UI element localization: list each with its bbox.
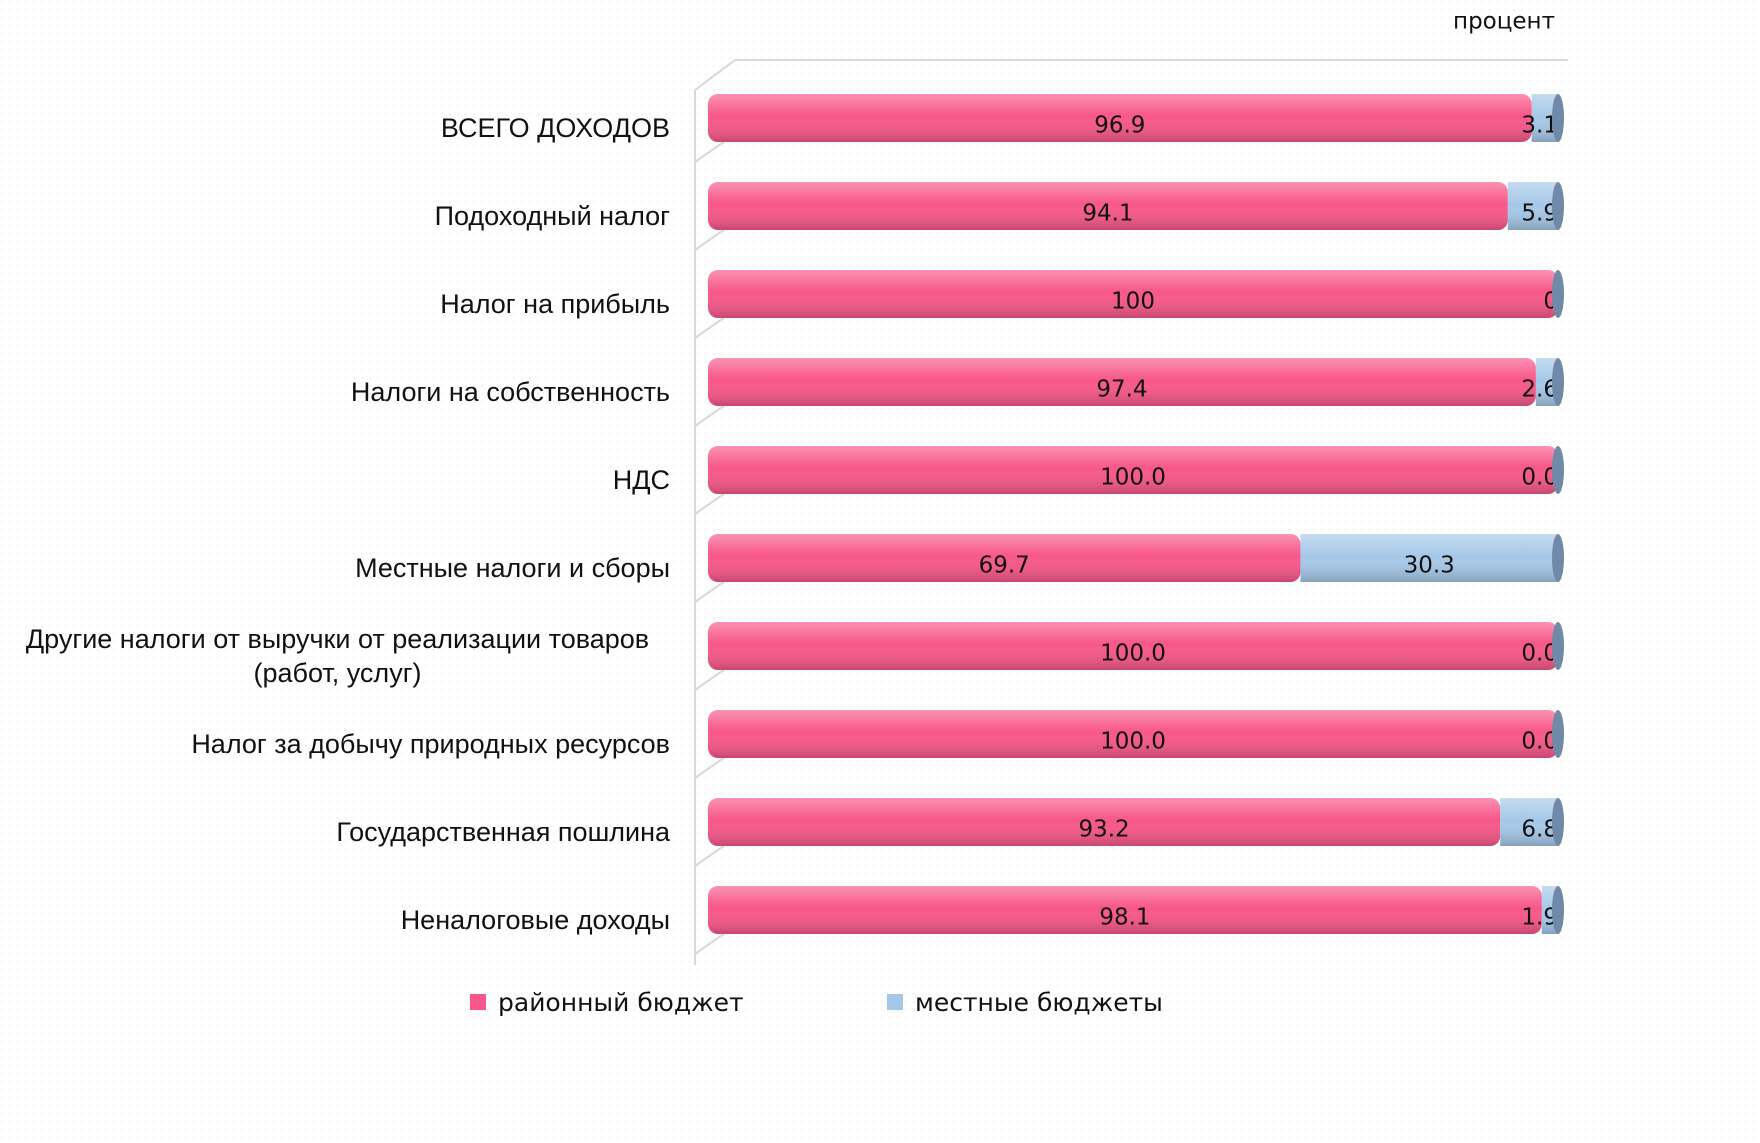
data-label: 6.8 — [1521, 817, 1558, 843]
category-label: Государственная пошлина — [5, 792, 670, 872]
legend-label: районный бюджет — [498, 988, 744, 1017]
category-text: Государственная пошлина — [336, 817, 670, 847]
bar-shade — [1300, 534, 1558, 582]
category-label: Другие налоги от выручки от реализации т… — [5, 616, 670, 696]
bar-shade — [708, 446, 1558, 494]
legend-label: местные бюджеты — [915, 988, 1163, 1017]
category-text: Налог на прибыль — [440, 289, 670, 319]
data-label: 96.9 — [1094, 113, 1145, 139]
data-label: 97.4 — [1096, 377, 1147, 403]
bar-cap — [1552, 886, 1564, 934]
data-label: 5.9 — [1521, 201, 1558, 227]
data-label: 3.1 — [1521, 113, 1558, 139]
category-text: Неналоговые доходы — [400, 905, 670, 935]
category-text: НДС — [612, 465, 670, 495]
bar-shade — [708, 798, 1501, 846]
bar-cap — [1552, 270, 1564, 318]
category-label: Подоходный налог — [5, 176, 670, 256]
bar-shade — [708, 886, 1542, 934]
data-label: 100.0 — [1100, 465, 1166, 491]
category-label: ВСЕГО ДОХОДОВ — [5, 88, 670, 168]
category-label: Местные налоги и сборы — [5, 528, 670, 608]
bar-cap — [1552, 798, 1564, 846]
bar-shade — [1535, 358, 1558, 406]
bar-shade — [1507, 182, 1558, 230]
bar-shade — [708, 622, 1558, 670]
bar-shade — [708, 710, 1558, 758]
bar-shade — [708, 358, 1536, 406]
data-label: 2.6 — [1521, 377, 1558, 403]
category-text: Подоходный налог — [434, 201, 670, 231]
category-label: Налог на прибыль — [5, 264, 670, 344]
bar-cap — [1552, 534, 1564, 582]
data-label: 100.0 — [1100, 641, 1166, 667]
data-label: 69.7 — [979, 553, 1030, 579]
bar-cap — [1552, 358, 1564, 406]
legend-swatch — [470, 994, 486, 1010]
bar-shade — [1500, 798, 1558, 846]
category-text: Местные налоги и сборы — [355, 553, 670, 583]
bar-shade — [708, 94, 1532, 142]
unit-label: процент — [1453, 9, 1555, 35]
data-label: 0.0 — [1521, 465, 1558, 491]
data-label: 1.9 — [1521, 905, 1558, 931]
data-label: 0.0 — [1521, 729, 1558, 755]
bar-shade — [708, 182, 1508, 230]
category-label: НДС — [5, 440, 670, 520]
category-label: Налоги на собственность — [5, 352, 670, 432]
category-text: Другие налоги от выручки от реализации т… — [25, 624, 650, 688]
data-label: 94.1 — [1082, 201, 1133, 227]
category-text: ВСЕГО ДОХОДОВ — [440, 113, 670, 143]
data-label: 100 — [1111, 289, 1155, 315]
bar-cap — [1552, 622, 1564, 670]
bar-shade — [708, 270, 1558, 318]
category-text: Налог за добычу природных ресурсов — [191, 729, 670, 759]
bar-cap — [1552, 182, 1564, 230]
data-label: 100.0 — [1100, 729, 1166, 755]
bar-cap — [1552, 94, 1564, 142]
legend-swatch — [887, 994, 903, 1010]
data-label: 98.1 — [1099, 905, 1150, 931]
data-label: 93.2 — [1078, 817, 1129, 843]
category-label: Налог за добычу природных ресурсов — [5, 704, 670, 784]
data-label: 30.3 — [1404, 553, 1455, 579]
category-text: Налоги на собственность — [350, 377, 670, 407]
bar-shade — [708, 534, 1301, 582]
category-label: Неналоговые доходы — [5, 880, 670, 960]
data-label: 0.0 — [1521, 641, 1558, 667]
bar-cap — [1552, 446, 1564, 494]
bar-cap — [1552, 710, 1564, 758]
